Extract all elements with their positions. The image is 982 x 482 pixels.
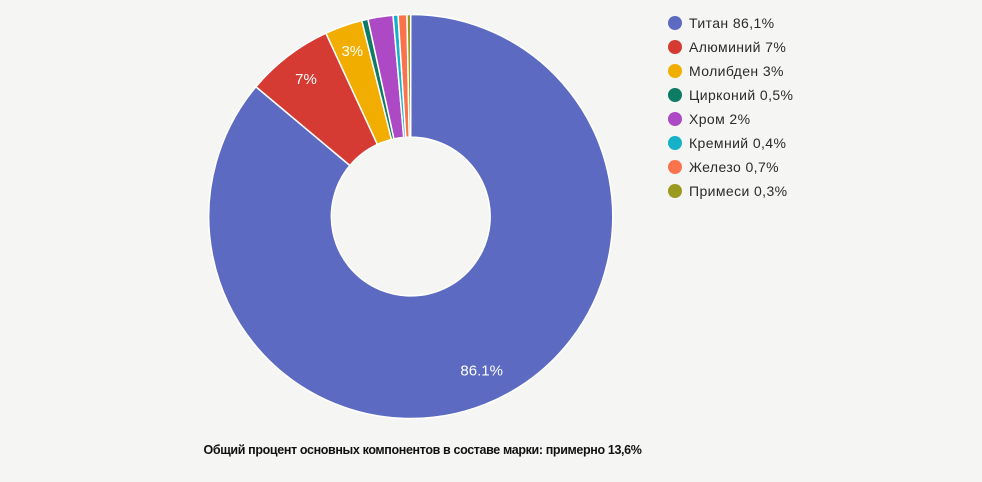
svg-text:3%: 3% <box>341 43 363 60</box>
svg-text:86.1%: 86.1% <box>460 362 503 379</box>
svg-text:7%: 7% <box>295 71 317 88</box>
